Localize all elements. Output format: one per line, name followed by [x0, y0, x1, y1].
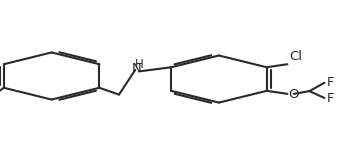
Text: O: O	[288, 88, 299, 101]
Text: F: F	[326, 76, 334, 88]
Text: F: F	[326, 92, 334, 105]
Text: H: H	[135, 58, 143, 71]
Text: N: N	[132, 62, 142, 75]
Text: Cl: Cl	[289, 50, 302, 63]
